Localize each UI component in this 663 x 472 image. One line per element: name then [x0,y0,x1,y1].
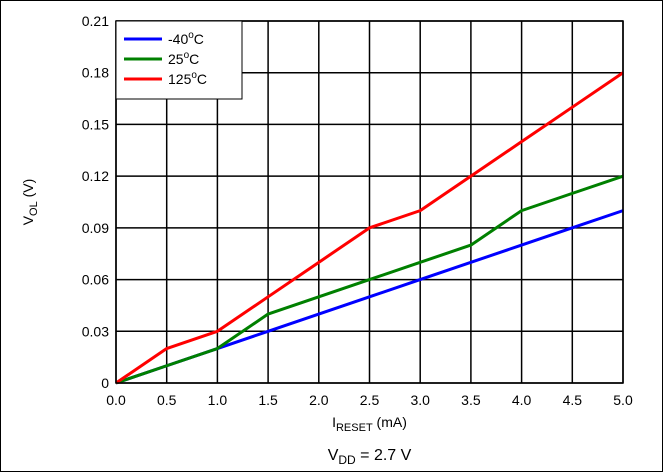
series-line-125 [115,71,624,385]
legend-label-unit: C [197,71,207,87]
y-axis-label-unit: (V) [20,179,36,202]
caption-main: V [328,447,339,464]
y-tick-label: 0.06 [82,272,109,288]
legend-label-value: 125 [168,71,192,87]
legend-label-unit: C [194,31,204,47]
legend-label-value: -40 [168,31,188,47]
y-tick-label: 0.12 [82,168,109,184]
x-tick-labels: 0.0 0.5 1.0 1.5 2.0 2.5 3.0 3.5 4.0 4.5 5.0 [106,392,633,408]
x-axis-label-main: I [332,414,336,430]
x-tick-label: 2.5 [360,392,380,408]
x-axis-label: IRESET (mA) [332,414,407,434]
x-tick-label: 1.0 [208,392,228,408]
y-tick-label: 0.21 [82,13,109,29]
y-tick-label: 0.09 [82,220,109,236]
x-tick-label: 1.5 [258,392,278,408]
caption-subscript: DD [338,453,356,467]
y-axis-label: VOL (V) [20,179,40,226]
x-tick-label: 3.5 [461,392,481,408]
legend-label: -40oC [168,30,204,47]
y-tick-label: 0.03 [82,323,109,339]
x-axis-label-unit: (mA) [373,414,407,430]
y-axis-label-main: V [20,215,36,225]
y-tick-label: 0 [101,375,109,391]
legend-label-degree: o [188,30,194,41]
x-axis-label-subscript: RESET [336,422,373,434]
legend-label: 25oC [168,50,199,67]
series-lines [115,71,624,385]
x-tick-label: 4.0 [512,392,532,408]
y-tick-label: 0.18 [82,65,109,81]
y-tick-labels: 0 0.03 0.06 0.09 0.12 0.15 0.18 0.21 [82,13,109,391]
legend-label: 125oC [168,70,207,87]
legend-label-degree: o [191,70,197,81]
x-tick-label: 2.0 [309,392,329,408]
x-tick-label: 4.5 [563,392,583,408]
x-tick-label: 3.0 [410,392,430,408]
x-tick-label: 0.5 [157,392,177,408]
plot-border [115,20,624,384]
series-line-25 [115,174,624,385]
legend-label-degree: o [184,50,190,61]
legend-label-value: 25 [168,51,184,67]
x-tick-label: 5.0 [613,392,633,408]
caption-rest: = 2.7 V [356,447,412,464]
legend-label-unit: C [189,51,199,67]
y-axis-label-subscript: OL [28,201,40,216]
y-tick-label: 0.15 [82,116,109,132]
condition-caption: VDD = 2.7 V [328,447,412,467]
x-tick-label: 0.0 [106,392,126,408]
